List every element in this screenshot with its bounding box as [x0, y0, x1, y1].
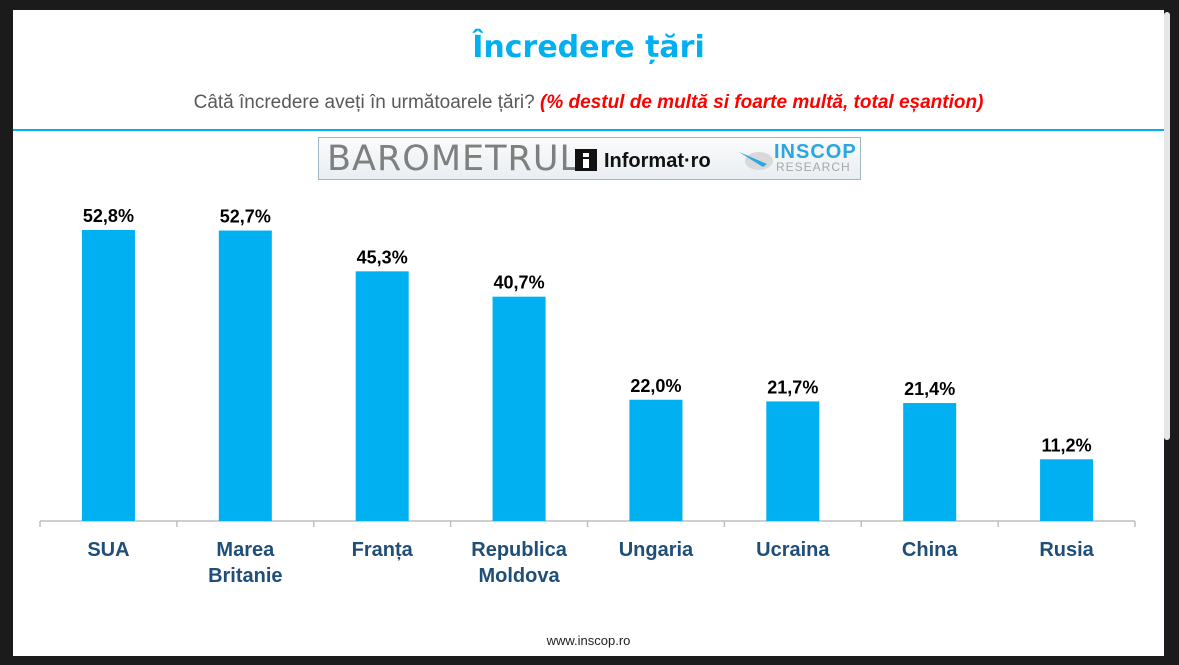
subtitle: Câtă încredere aveți în următoarele țări…: [13, 92, 1164, 114]
data-label: 21,7%: [767, 377, 818, 397]
category-label: SUA: [87, 539, 130, 561]
data-label: 22,0%: [630, 376, 681, 396]
data-label: 52,7%: [220, 207, 271, 227]
subtitle-question: Câtă încredere aveți în următoarele țări…: [193, 92, 535, 113]
category-label: China: [901, 539, 958, 561]
footer-url: www.inscop.ro: [546, 633, 631, 648]
inscop-swoosh-icon: [739, 152, 773, 170]
informat-wordmark: Informat·ro: [604, 150, 711, 172]
barometrul-wordmark: BAROMETRUL: [327, 139, 580, 179]
research-wordmark: RESEARCH: [776, 160, 851, 174]
data-label: 45,3%: [357, 247, 408, 267]
title-divider: [13, 129, 1164, 131]
category-label: Ucraina: [756, 539, 830, 561]
bar: [355, 271, 409, 521]
category-label: Rusia: [1039, 539, 1094, 561]
inscop-wordmark: INSCOP: [774, 141, 857, 163]
bar: [903, 403, 957, 521]
bar: [629, 399, 683, 521]
page-title: Încredere țări: [472, 30, 705, 65]
bar: [1040, 459, 1094, 521]
slide: Încredere țări Câtă încredere aveți în u…: [13, 10, 1164, 656]
bar-chart: 52,8% 52,7% 45,3% 40,7% 22,0% 21,7% 21,4% 11,2%: [39, 206, 1136, 527]
data-label: 11,2%: [1042, 435, 1092, 455]
data-label: 21,4%: [904, 379, 955, 399]
data-label: 52,8%: [83, 206, 134, 226]
bar: [766, 401, 820, 521]
informat-logo-icon: [575, 149, 597, 171]
bar: [81, 230, 135, 521]
category-label: Marea Britanie: [208, 539, 283, 587]
category-label: Franța: [351, 539, 413, 561]
category-label: Ungaria: [618, 539, 694, 561]
data-label: 40,7%: [494, 273, 545, 293]
scrollbar[interactable]: [1164, 12, 1170, 440]
barometer-logo-banner: BAROMETRUL Informat·ro INSCOP RESEARCH: [318, 137, 861, 180]
category-label: Republica Moldova: [471, 539, 567, 587]
subtitle-note: (% destul de multă si foarte multă, tota…: [540, 92, 984, 113]
bar: [218, 230, 272, 521]
bar: [492, 296, 546, 521]
